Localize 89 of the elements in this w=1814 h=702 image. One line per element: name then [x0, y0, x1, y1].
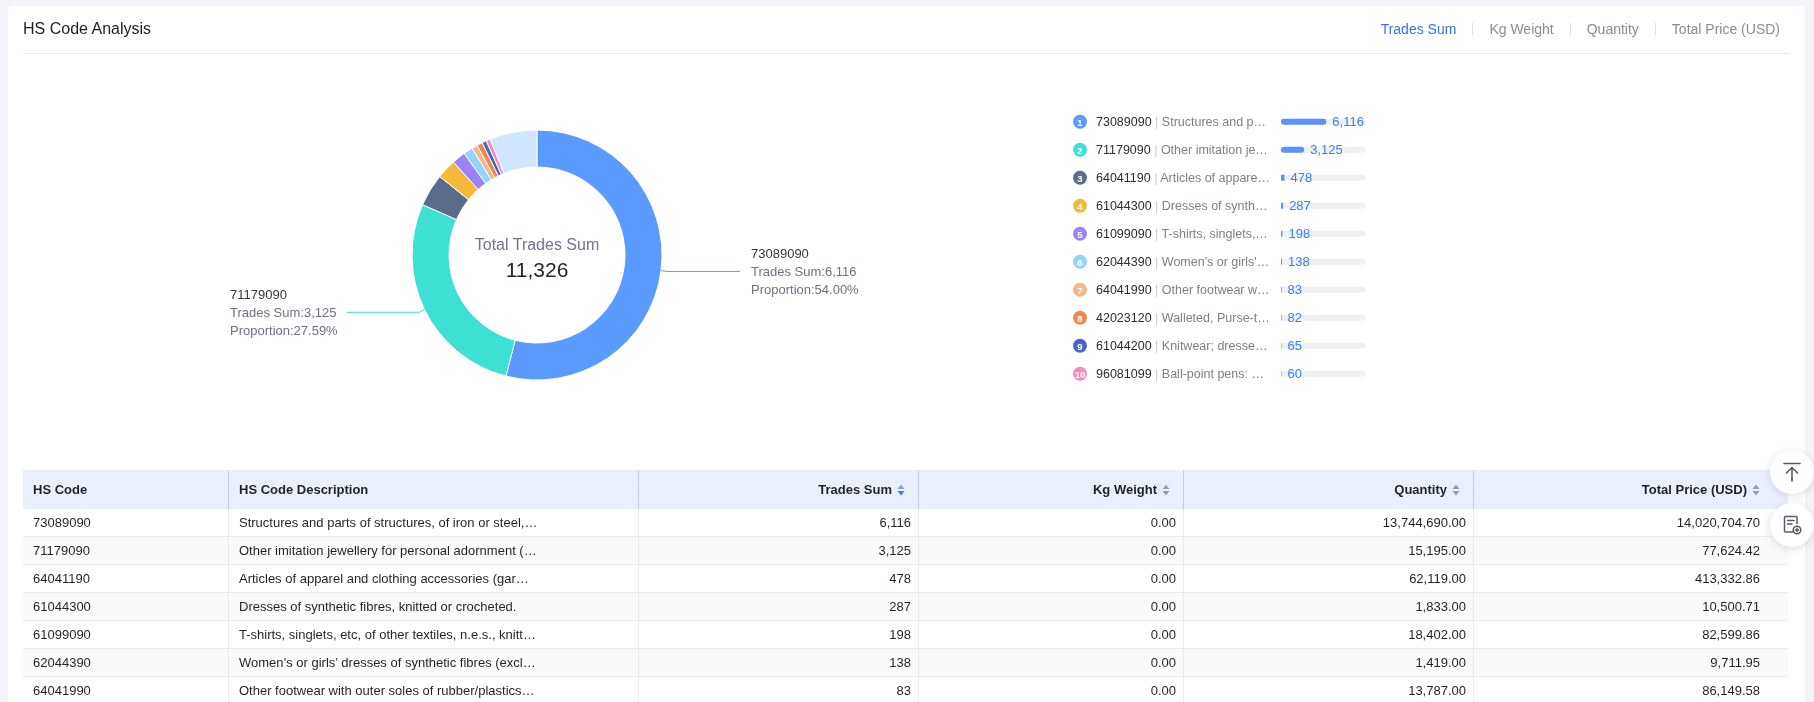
text: 13,787.00: [1408, 683, 1466, 698]
data-label: 6,116: [1332, 114, 1364, 130]
category-label: 64041990: [33, 683, 91, 698]
data-label: 65: [1287, 338, 1302, 354]
y-tick-label: 61044300 | Dresses of synth…: [1096, 198, 1268, 213]
y-tick-label: 73089090 | Structures and p…: [1096, 114, 1267, 129]
text: Kg Weight: [1489, 20, 1554, 39]
y-tick-label: 61099090 | T-shirts, singlets,…: [1096, 226, 1268, 241]
y-tick-label: 61044200 | Knitwear; dresse…: [1096, 338, 1268, 353]
text: Total Price (USD): [1671, 20, 1780, 39]
text: 413,332.86: [1694, 571, 1760, 586]
text: Trades Sum: [1380, 20, 1457, 39]
data-label: 198: [1288, 226, 1311, 242]
text: 83: [896, 683, 911, 698]
text: Total Trades Sum: [473, 235, 601, 255]
text: 10,500.71: [1702, 599, 1760, 614]
data-label: 73089090 Trades Sum:6,116 Proportion:54.00%: [751, 245, 860, 297]
text: 198: [889, 627, 911, 642]
data-label: 287: [1289, 198, 1311, 214]
bar: [1281, 202, 1284, 209]
text: 1,833.00: [1415, 599, 1466, 614]
rank-badge: 9: [1073, 338, 1087, 353]
category-label: Trades Sum: [818, 482, 892, 497]
category-label: Other footwear with outer soles of rubber/plastics…: [239, 683, 535, 698]
text: 6,116: [879, 515, 911, 530]
text: 0.00: [1150, 515, 1176, 530]
bar: [1281, 174, 1285, 181]
data-label: 71179090 Trades Sum:3,125 Proportion:27.59%: [230, 286, 339, 338]
text: 18,402.00: [1408, 627, 1466, 642]
category-label: Kg Weight: [1092, 482, 1157, 497]
category-label: Quantity: [1394, 482, 1447, 497]
text: 0.00: [1150, 655, 1176, 670]
text: 82,599.86: [1702, 627, 1760, 642]
text: 14,020,704.70: [1676, 515, 1760, 530]
text: 138: [889, 655, 911, 670]
data-label: 138: [1288, 254, 1310, 270]
rank-badge: 4: [1073, 198, 1087, 213]
text: HS Code Description: [239, 482, 369, 497]
text: 287: [889, 599, 911, 614]
y-tick-label: 64041190 | Articles of appare…: [1096, 170, 1270, 185]
text: 13,744,690.00: [1382, 515, 1466, 530]
text: 478: [889, 571, 911, 586]
y-tick-label: 62044390 | Women's or girls'…: [1096, 254, 1270, 269]
data-label: 83: [1287, 282, 1303, 298]
text: 0.00: [1150, 683, 1176, 698]
text: Quantity: [1586, 20, 1639, 39]
rank-badge: 5: [1073, 226, 1087, 241]
y-tick-label: 71179090 | Other imitation je…: [1096, 142, 1268, 157]
y-tick-label: 64041990 | Other footwear w…: [1096, 282, 1270, 297]
text: 9,711.95: [1710, 655, 1760, 670]
rank-badge: 2: [1073, 142, 1087, 157]
text: 0.00: [1150, 571, 1176, 586]
category-label: Other imitation jewellery for personal adornment (…: [239, 543, 537, 558]
category-label: T-shirts, singlets, etc, of other textiles, n.e.s., knitt…: [239, 627, 536, 642]
text: HS Code: [33, 482, 88, 497]
rank-badge: 7: [1073, 282, 1087, 297]
text: 3,125: [878, 543, 911, 558]
category-label: Structures and parts of structures, of iron or steel,…: [239, 515, 538, 530]
data-label: 3,125: [1310, 142, 1343, 158]
text: 1,419.00: [1415, 655, 1466, 670]
data-label: 478: [1290, 170, 1313, 186]
text: 62,119.00: [1409, 571, 1466, 586]
rank-badge: 1: [1073, 114, 1087, 129]
data-label: 60: [1287, 366, 1302, 382]
category-label: 71179090: [33, 543, 90, 558]
rank-badge: 10: [1073, 366, 1087, 381]
rank-badge: 8: [1073, 310, 1087, 325]
category-label: 61044300: [33, 599, 91, 614]
text: 0.00: [1150, 599, 1176, 614]
text: 77,624.42: [1702, 543, 1760, 558]
rank-badge: 3: [1073, 170, 1087, 185]
category-label: 62044390: [33, 655, 91, 670]
y-tick-label: 96081099 | Ball-point pens: …: [1096, 366, 1264, 381]
category-label: Dresses of synthetic fibres, knitted or crocheted.: [239, 599, 517, 614]
category-label: 64041190: [33, 571, 90, 586]
text: 15,195.00: [1408, 543, 1466, 558]
data-label: 82: [1287, 310, 1303, 326]
text: 0.00: [1150, 543, 1176, 558]
text: 0.00: [1150, 627, 1176, 642]
rank-badge: 6: [1073, 254, 1087, 269]
text: 11,326: [504, 258, 570, 282]
category-label: 61099090: [33, 627, 91, 642]
category-label: Total Price (USD): [1641, 482, 1747, 497]
y-tick-label: 42023120 | Walleted, Purse-t…: [1096, 310, 1270, 325]
category-label: Articles of apparel and clothing accessories (gar…: [239, 571, 529, 586]
category-label: Women’s or girls’ dresses of synthetic fibres (excl…: [239, 655, 536, 670]
category-label: 73089090: [33, 515, 91, 530]
text: 86,149.58: [1702, 683, 1760, 698]
text: HS Code Analysis: [23, 19, 152, 39]
